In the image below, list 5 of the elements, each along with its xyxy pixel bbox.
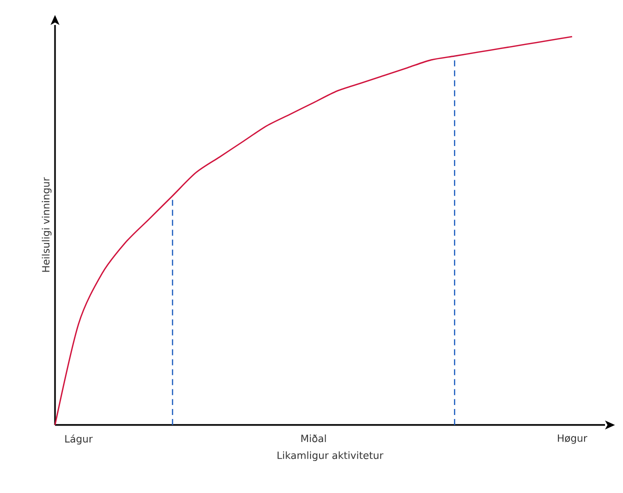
x-axis-title: Likamligur aktivitetur bbox=[278, 451, 384, 462]
y-axis-title: Heilsuligi vinningur bbox=[42, 177, 52, 272]
x-tick-label: Miðal bbox=[301, 434, 326, 442]
x-tick-label: Lágur bbox=[65, 434, 93, 445]
x-tick-label: Høgur bbox=[558, 434, 588, 444]
